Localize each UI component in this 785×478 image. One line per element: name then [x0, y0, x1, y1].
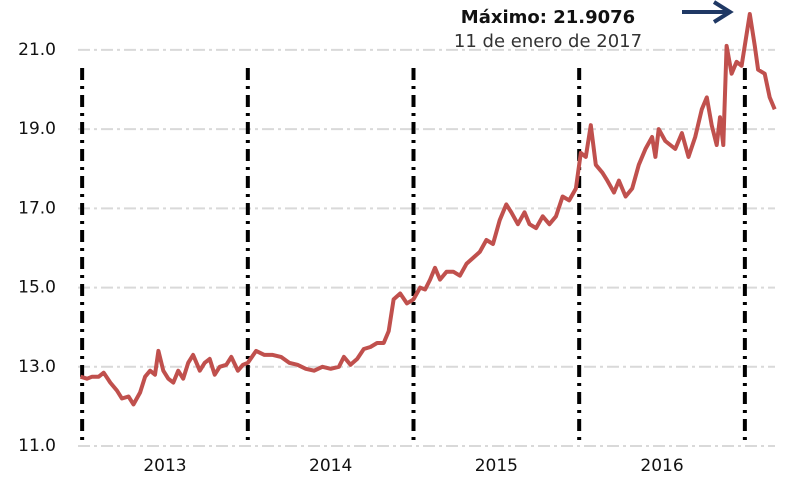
annotation-title: Máximo: 21.9076: [461, 7, 635, 28]
y-tick-label: 21.0: [18, 40, 56, 60]
x-tick-label: 2015: [475, 456, 518, 476]
annotation-subtitle: 11 de enero de 2017: [454, 31, 642, 52]
y-tick-label: 19.0: [18, 119, 56, 139]
y-tick-label: 13.0: [18, 357, 56, 377]
annotation-arrow: [682, 0, 734, 24]
x-tick-label: 2016: [640, 456, 683, 476]
y-tick-label: 17.0: [18, 198, 56, 218]
y-tick-label: 11.0: [18, 436, 56, 456]
y-tick-label: 15.0: [18, 278, 56, 298]
line: [79, 12, 777, 407]
x-tick-label: 2014: [309, 456, 352, 476]
x-tick-label: 2013: [143, 456, 186, 476]
